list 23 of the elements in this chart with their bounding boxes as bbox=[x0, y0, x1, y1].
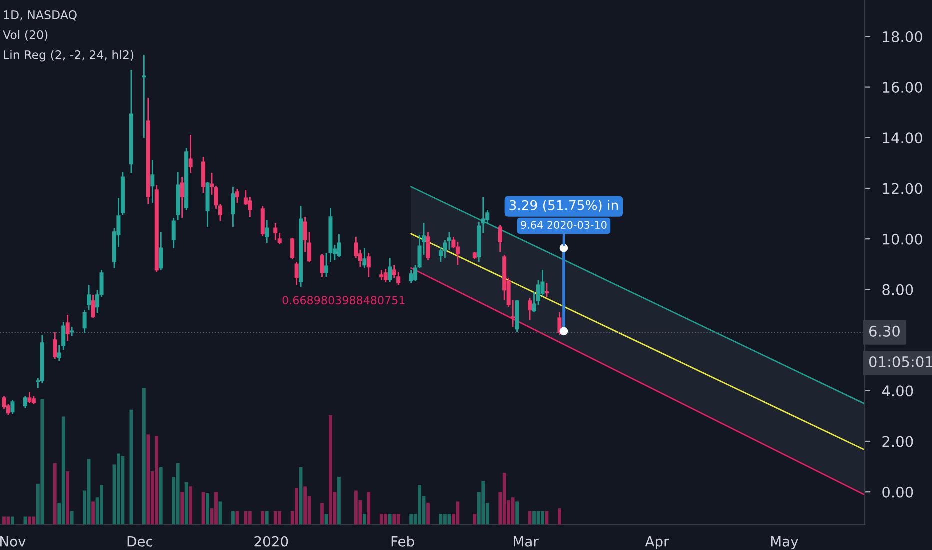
x-tick-label: Apr bbox=[645, 536, 670, 550]
annotation: Vol (20) bbox=[3, 30, 48, 41]
text: 1D, NASDAQ bbox=[4, 10, 77, 21]
y-tick-label: 16.00 bbox=[883, 82, 922, 94]
y-tick-label: 0.00 bbox=[882, 486, 914, 498]
y-tick-label: 8.00 bbox=[882, 284, 914, 296]
y-tick-label: 2.00 bbox=[882, 436, 914, 448]
y-tick-label: 4.00 bbox=[882, 386, 914, 397]
x-tick-label: Mar bbox=[514, 536, 539, 547]
y-tick-label: 12.00 bbox=[883, 183, 922, 194]
y-tick-label: 10.00 bbox=[883, 234, 922, 245]
y-tick-label: 14.00 bbox=[883, 132, 922, 144]
annotation: 0.6689803988480751 bbox=[282, 296, 405, 305]
annotation: Lin Reg (2, -2, 24, hl2) bbox=[4, 50, 134, 62]
annotation: 3.29 (51.75%) in bbox=[510, 200, 618, 212]
x-tick-label: Dec bbox=[128, 536, 153, 547]
y-tick-label: 18.00 bbox=[883, 31, 922, 42]
x-tick-label: Feb bbox=[392, 536, 414, 547]
x-tick-label: Nov bbox=[0, 536, 26, 547]
x-tick-label: May bbox=[771, 536, 798, 550]
x-tick-label: 2020 bbox=[254, 536, 288, 547]
annotation: 9.64 2020-03-10 bbox=[521, 221, 607, 230]
ref-line-label: 6.30 bbox=[869, 326, 900, 337]
